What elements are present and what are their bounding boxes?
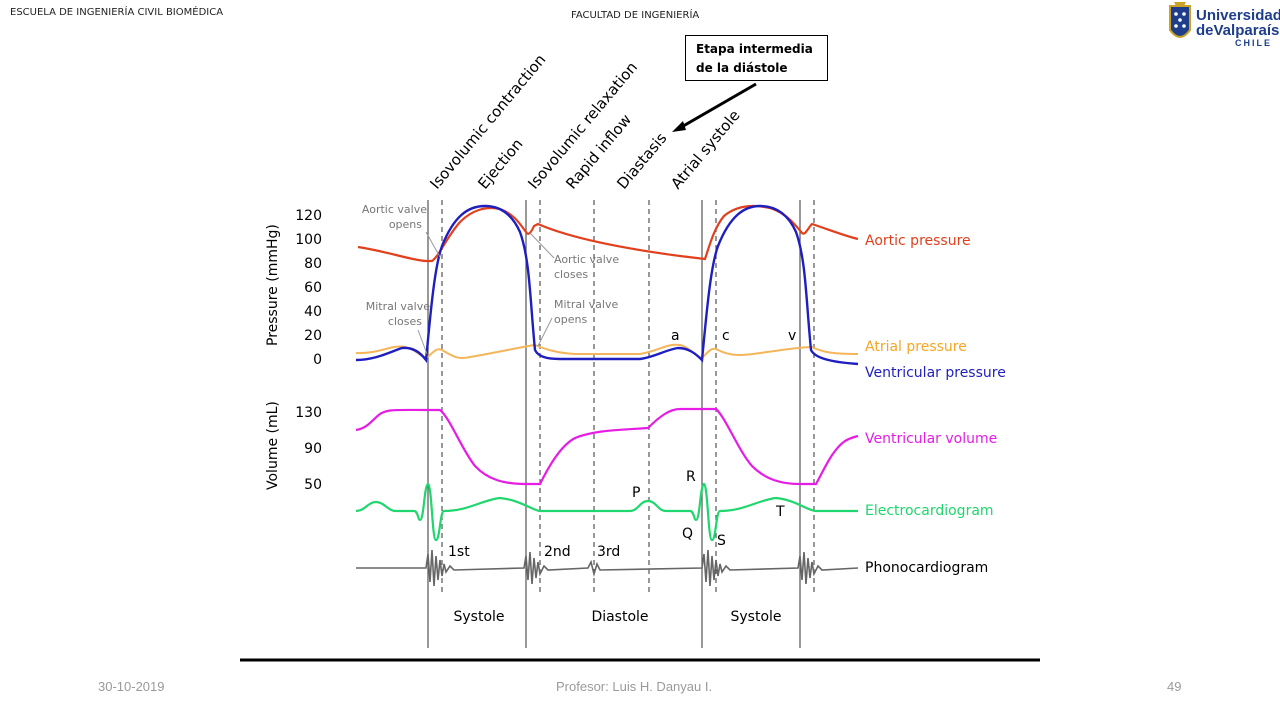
wave-s: S: [717, 533, 726, 549]
atrial-pressure-curve: [355, 343, 859, 360]
annotation-aortic-closes: Aortic valve: [554, 253, 619, 266]
callout-line1: Etapa intermedia: [696, 42, 813, 56]
ecg-curve: [355, 482, 858, 542]
ventricular-pressure-curve: [355, 204, 859, 366]
callout-line2: de la diástole: [696, 61, 788, 75]
volume-tick: 90: [304, 441, 322, 457]
university-logo: Universidad deValparaíso CHILE: [1160, 0, 1280, 50]
pressure-tick: 60: [304, 280, 322, 296]
phonocardiogram-curve: [356, 549, 859, 587]
legend-ventricular-volume: Ventricular volume: [865, 431, 997, 447]
annotation-aortic-opens: opens: [389, 218, 422, 231]
legend-atrial-pressure: Atrial pressure: [865, 339, 967, 355]
footer-date: 30-10-2019: [98, 679, 165, 694]
wave-r: R: [686, 469, 696, 485]
callout-arrow: [677, 82, 757, 131]
heart-sound-2nd: 2nd: [544, 544, 571, 560]
shield-icon: [1169, 2, 1191, 38]
logo-country: CHILE: [1235, 38, 1272, 48]
pressure-tick: 40: [304, 304, 322, 320]
pressure-tick: 120: [295, 208, 322, 224]
phase-ejection: Ejection: [474, 135, 526, 192]
legend-electrocardiogram: Electrocardiogram: [865, 503, 994, 519]
period-systole: Systole: [453, 609, 504, 625]
pressure-tick: 0: [313, 352, 322, 368]
faculty-name: FACULTAD DE INGENIERÍA: [571, 10, 700, 21]
heart-sound-1st: 1st: [448, 544, 470, 560]
volume-axis-label: Volume (mL): [265, 401, 281, 490]
annotation-mitral-opens: opens: [554, 313, 587, 326]
legend-aortic-pressure: Aortic pressure: [865, 233, 971, 249]
volume-tick: 130: [295, 405, 322, 421]
pressure-tick: 20: [304, 328, 322, 344]
annotation-aortic-opens: Aortic valve: [362, 203, 427, 216]
annotation-mitral-closes: closes: [388, 315, 422, 328]
phase-atrial-systole: Atrial systole: [667, 106, 743, 192]
pointer-mitral-closes: [417, 329, 428, 355]
arrow-head-icon: [672, 121, 686, 132]
aortic-pressure-curve: [357, 205, 859, 263]
logo-line1: Universidad: [1196, 7, 1280, 24]
period-diastole: Diastole: [591, 609, 648, 625]
volume-tick: 50: [304, 477, 322, 493]
pressure-axis-label: Pressure (mmHg): [265, 224, 281, 346]
pressure-tick: 100: [295, 232, 322, 248]
wave-q: Q: [682, 526, 693, 542]
wave-c: c: [722, 328, 730, 344]
heart-sound-3rd: 3rd: [597, 544, 620, 560]
school-name: ESCUELA DE INGENIERÍA CIVIL BIOMÉDICA: [10, 7, 224, 18]
legend-ventricular-pressure: Ventricular pressure: [865, 365, 1006, 381]
logo-line2: deValparaíso: [1196, 22, 1280, 39]
pressure-tick: 80: [304, 256, 322, 272]
phase-diastasis: Diastasis: [613, 129, 670, 192]
wave-a: a: [671, 328, 680, 344]
callout-box: Etapa intermedia de la diástole: [685, 35, 828, 81]
annotation-mitral-closes: Mitral valve: [366, 300, 430, 313]
period-systole: Systole: [730, 609, 781, 625]
wave-t: T: [775, 504, 785, 520]
pointer-aortic-closes: [529, 232, 555, 259]
page-number: 49: [1167, 679, 1182, 694]
pointer-mitral-opens: [537, 317, 553, 347]
ventricular-volume-curve: [355, 407, 859, 486]
pointer-aortic-opens: [425, 231, 441, 258]
annotation-aortic-closes: closes: [554, 268, 588, 281]
wave-v: v: [788, 328, 796, 344]
annotation-mitral-opens: Mitral valve: [554, 298, 618, 311]
legend-phonocardiogram: Phonocardiogram: [865, 560, 988, 576]
footer-professor: Profesor: Luis H. Danyau I.: [556, 679, 713, 694]
wave-p: P: [632, 485, 640, 501]
